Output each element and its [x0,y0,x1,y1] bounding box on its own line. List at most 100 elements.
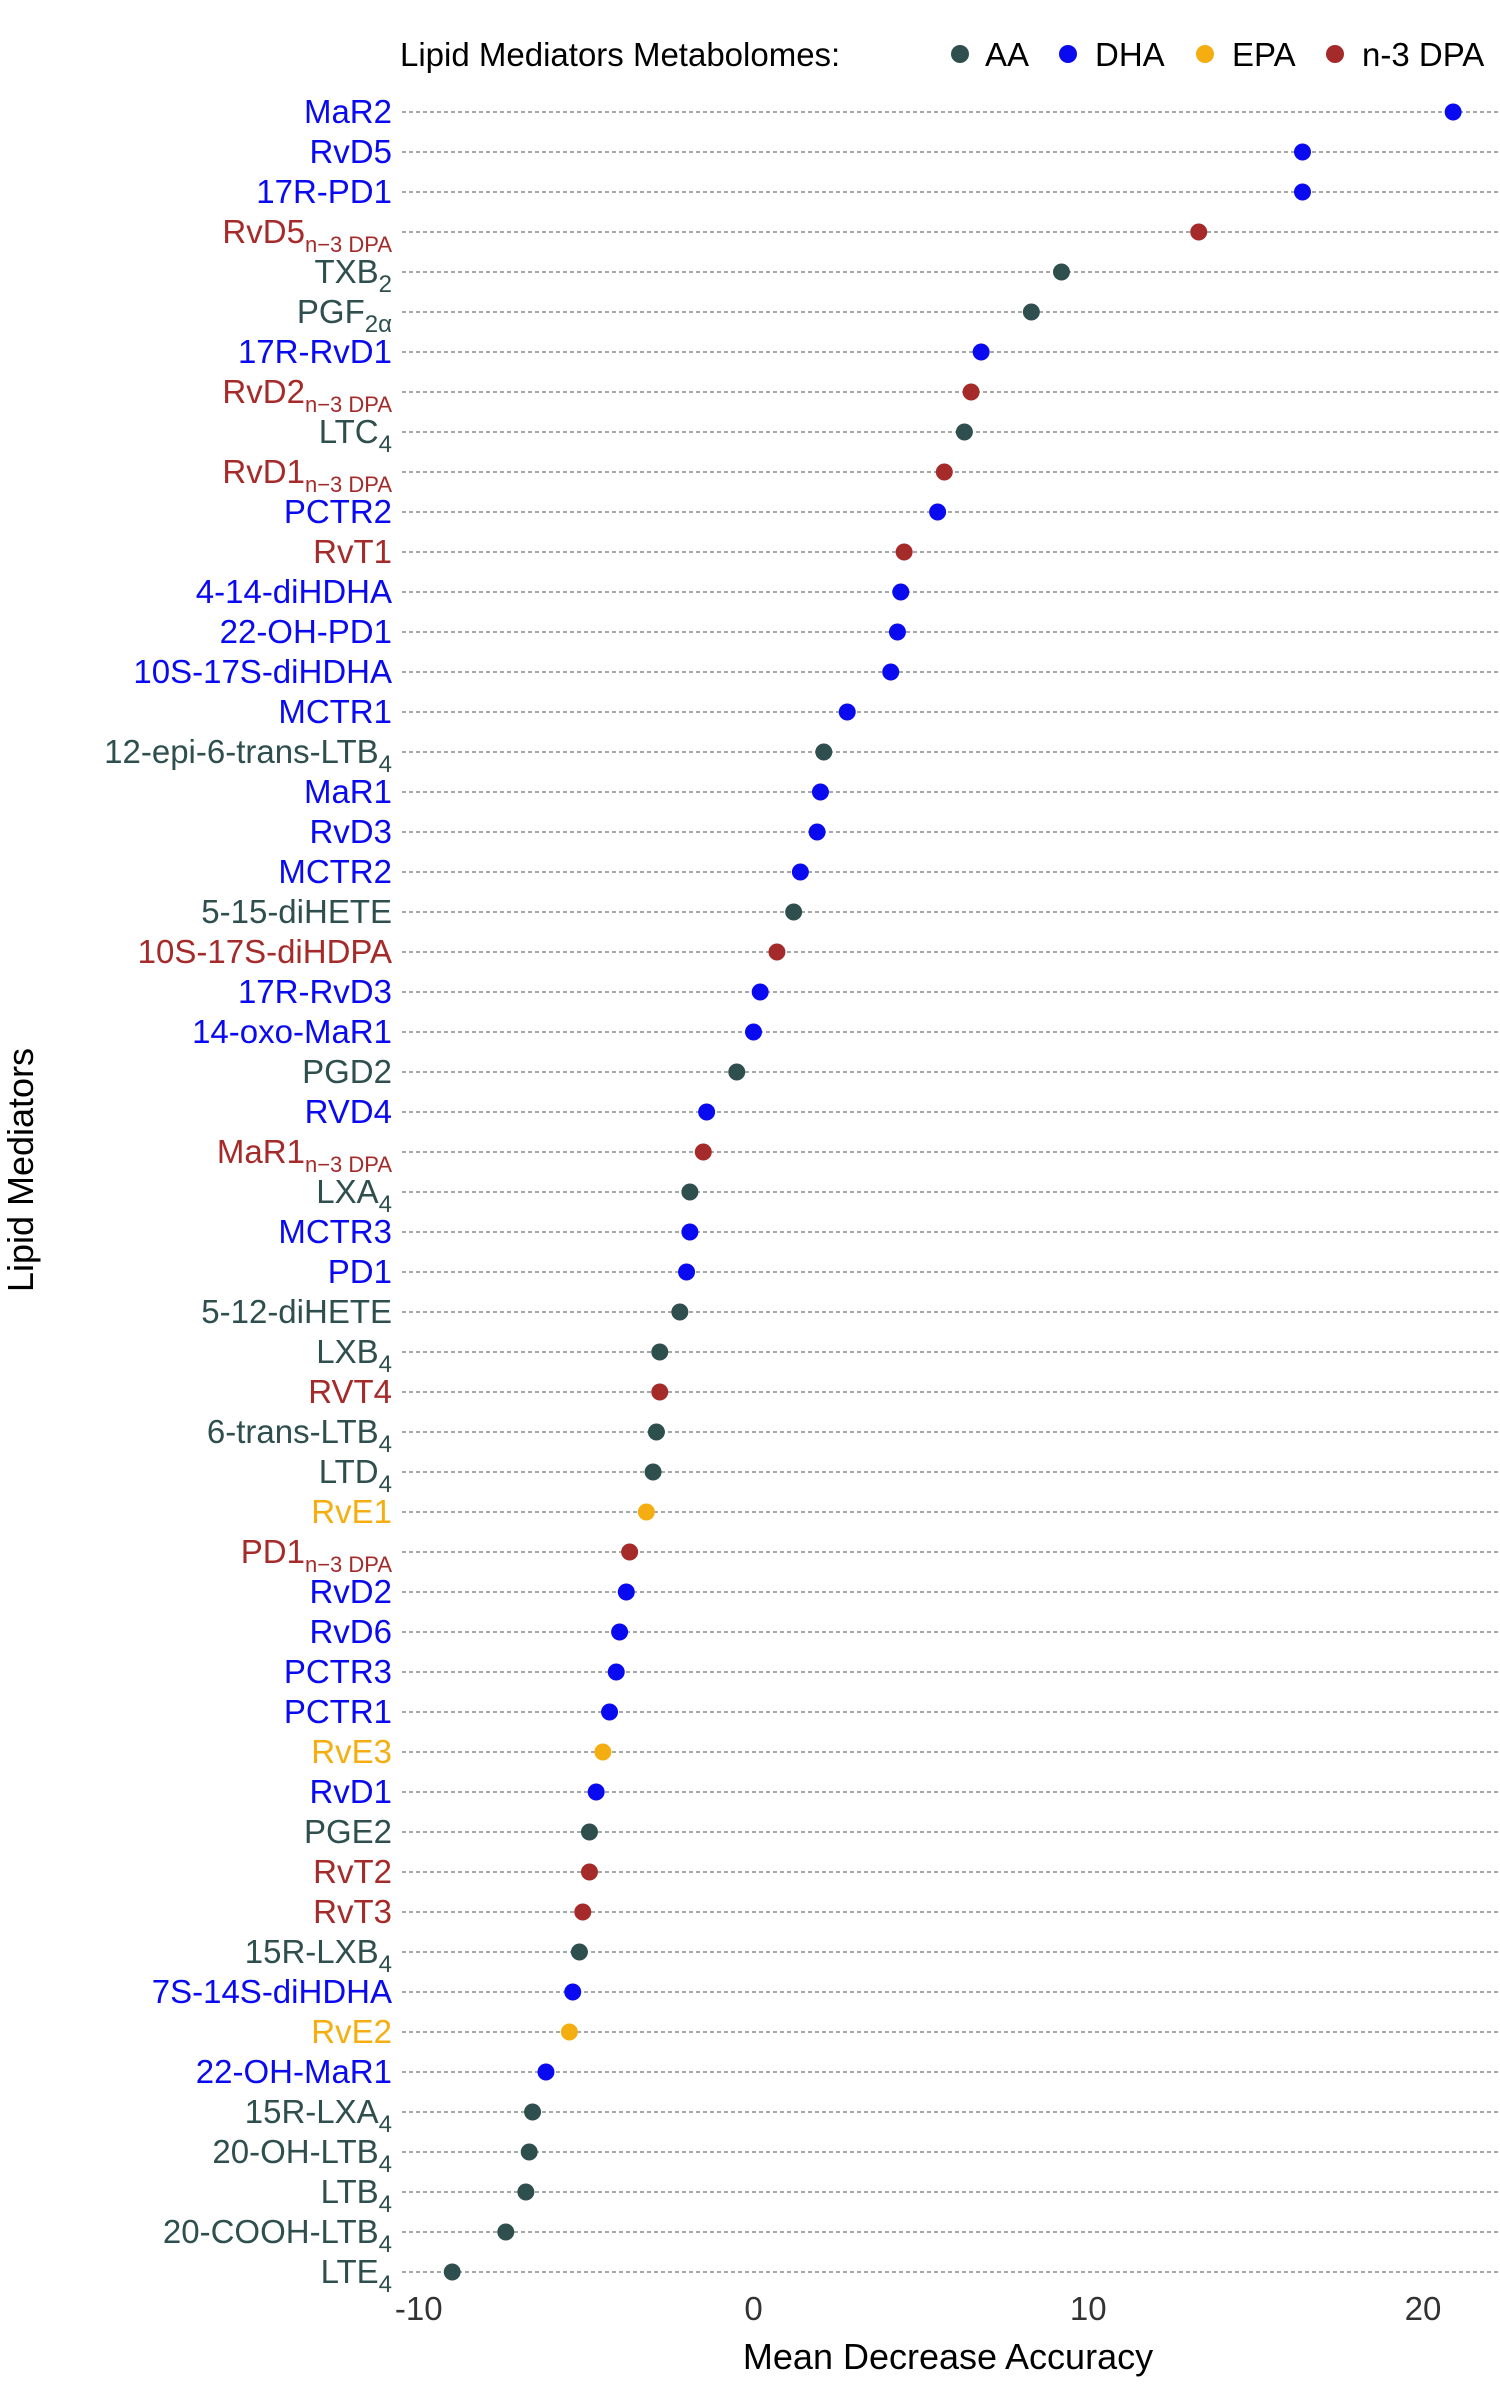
y-label-22-oh-mar1: 22-OH-MaR1 [196,2053,392,2090]
point-pge2 [580,1823,598,1841]
point-lxb-4 [651,1343,669,1361]
y-label-mar1-n-3-dpa: MaR1n−3 DPA [217,1133,392,1177]
y-label-pctr3: PCTR3 [284,1653,392,1690]
point-12-epi-6-trans-ltb-4 [815,743,833,761]
y-label-rvt2: RvT2 [313,1853,392,1890]
point-mctr1 [838,703,856,721]
y-label-rve2: RvE2 [311,2013,392,2050]
legend-marker-aa [951,45,969,63]
y-label-10s-17s-dihdha: 10S-17S-diHDHA [133,653,392,690]
y-label-rvd3: RvD3 [309,813,392,850]
y-label-22-oh-pd1: 22-OH-PD1 [220,613,392,650]
x-axis: -10 0 10 20 [395,2290,1441,2327]
point-ltc-4 [955,423,973,441]
y-label-mctr3: MCTR3 [278,1213,392,1250]
point-pctr3 [607,1663,625,1681]
legend-marker-dha [1059,45,1077,63]
y-label-4-14-dihdha: 4-14-diHDHA [196,573,392,610]
y-label-ltc-4: LTC4 [319,413,392,458]
y-label-mctr1: MCTR1 [278,693,392,730]
point-rvd1-n-3-dpa [935,463,953,481]
point-rvt1 [895,543,913,561]
y-label-17r-rvd3: 17R-RvD3 [238,973,392,1010]
point-20-oh-ltb-4 [520,2143,538,2161]
point-rvd2-n-3-dpa [962,383,980,401]
x-tick-0: 0 [744,2290,762,2327]
point-10s-17s-dihdha [882,663,900,681]
y-label-rvd1: RvD1 [309,1773,392,1810]
y-label-pgd2: PGD2 [302,1053,392,1090]
point-6-trans-ltb-4 [647,1423,665,1441]
point-rvt2 [580,1863,598,1881]
y-label-7s-14s-dihdha: 7S-14S-diHDHA [152,1973,392,2010]
point-rvd4 [698,1103,716,1121]
point-txb-2 [1052,263,1070,281]
point-5-15-dihete [785,903,803,921]
y-label-pge2: PGE2 [304,1813,392,1850]
point-15r-lxb-4 [570,1943,588,1961]
legend-label-epa: EPA [1232,36,1296,73]
legend-marker-n-3-dpa [1326,45,1344,63]
y-label-mctr2: MCTR2 [278,853,392,890]
y-label-pd1-n-3-dpa: PD1n−3 DPA [241,1533,393,1577]
y-label-15r-lxb-4: 15R-LXB4 [245,1933,392,1978]
y-label-lxa-4: LXA4 [316,1173,392,1218]
point-17r-rvd3 [751,983,769,1001]
point-lte-4 [443,2263,461,2281]
y-label-txb-2: TXB2 [314,253,392,298]
point-20-cooh-ltb-4 [497,2223,515,2241]
point-7s-14s-dihdha [564,1983,582,2001]
point-rvt3 [574,1903,592,1921]
point-pd1-n-3-dpa [621,1543,639,1561]
point-rvt4 [651,1383,669,1401]
y-label-12-epi-6-trans-ltb-4: 12-epi-6-trans-LTB4 [104,733,392,778]
y-label-17r-pd1: 17R-PD1 [256,173,392,210]
y-label-rvd4: RVD4 [305,1093,392,1130]
y-axis-title: Lipid Mediators [0,1048,41,1292]
y-label-10s-17s-dihdpa: 10S-17S-diHDPA [138,933,392,970]
legend-label-dha: DHA [1095,36,1165,73]
y-label-lxb-4: LXB4 [316,1333,392,1378]
y-label-rvd2: RvD2 [309,1573,392,1610]
x-tick-10: 10 [1070,2290,1107,2327]
y-label-pgf-2: PGF2α [297,293,392,338]
point-rvd2 [617,1583,635,1601]
x-tick-10: -10 [395,2290,443,2327]
point-rvd3 [808,823,826,841]
y-label-mar1: MaR1 [304,773,392,810]
point-mctr2 [791,863,809,881]
y-label-5-12-dihete: 5-12-diHETE [201,1293,392,1330]
point-22-oh-mar1 [537,2063,555,2081]
point-rvd5 [1293,143,1311,161]
grid-lines [402,111,1500,2273]
point-mctr3 [681,1223,699,1241]
y-label-pd1: PD1 [328,1253,392,1290]
y-label-15r-lxa-4: 15R-LXA4 [245,2093,392,2138]
y-label-rvd5: RvD5 [309,133,392,170]
point-lxa-4 [681,1183,699,1201]
point-10s-17s-dihdpa [768,943,786,961]
y-label-rvd2-n-3-dpa: RvD2n−3 DPA [222,373,392,417]
x-tick-20: 20 [1405,2290,1442,2327]
point-ltd-4 [644,1463,662,1481]
point-pctr2 [929,503,947,521]
y-label-lte-4: LTE4 [321,2253,392,2298]
y-label-rvd6: RvD6 [309,1613,392,1650]
legend-label-aa: AA [985,36,1029,73]
point-15r-lxa-4 [524,2103,542,2121]
y-label-rve3: RvE3 [311,1733,392,1770]
point-ltb-4 [517,2183,535,2201]
x-axis-title: Mean Decrease Accuracy [743,2336,1153,2377]
point-rve3 [594,1743,612,1761]
y-label-6-trans-ltb-4: 6-trans-LTB4 [207,1413,392,1458]
data-points [443,103,1462,2281]
y-label-rve1: RvE1 [311,1493,392,1530]
y-label-rvt4: RVT4 [308,1373,392,1410]
point-rvd6 [611,1623,629,1641]
legend-label-n-3-dpa: n-3 DPA [1362,36,1484,73]
point-mar1 [811,783,829,801]
y-label-rvd1-n-3-dpa: RvD1n−3 DPA [222,453,392,497]
